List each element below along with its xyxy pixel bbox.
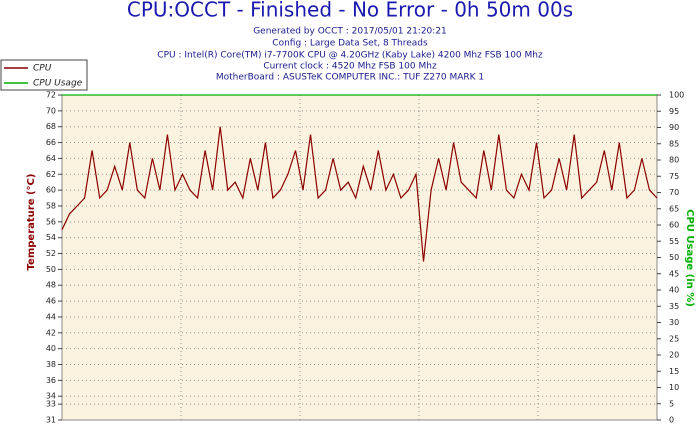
chart-title: CPU:OCCT - Finished - No Error - 0h 50m … <box>127 0 573 22</box>
y-tick-label: 40 <box>46 344 56 353</box>
y-tick-label: 50 <box>46 265 56 274</box>
y2-tick-label: 40 <box>669 286 679 295</box>
subtitle: Config : Large Data Set, 8 Threads <box>272 39 428 49</box>
y2-tick-label: 0 <box>669 416 674 425</box>
y2-tick-label: 45 <box>669 269 679 278</box>
y2-tick-label: 25 <box>669 334 679 343</box>
y-tick-label: 68 <box>46 122 56 131</box>
subtitle: Generated by OCCT : 2017/05/01 21:20:21 <box>253 27 447 37</box>
y2-axis-title: CPU Usage (in %) <box>684 209 695 307</box>
y-tick-label: 54 <box>46 233 56 242</box>
y2-tick-label: 10 <box>669 383 679 392</box>
y2-tick-label: 15 <box>669 367 679 376</box>
y-tick-label: 58 <box>46 201 56 210</box>
y2-tick-label: 75 <box>669 172 679 181</box>
y-tick-label: 52 <box>46 249 56 258</box>
y2-tick-label: 100 <box>669 91 684 100</box>
y-tick-label: 31 <box>46 416 56 425</box>
y-tick-label: 62 <box>46 170 56 179</box>
y2-tick-label: 70 <box>669 188 679 197</box>
subtitle: Current clock : 4520 Mhz FSB 100 Mhz <box>263 62 437 72</box>
legend <box>0 59 88 91</box>
subtitle: CPU : Intel(R) Core(TM) i7-7700K CPU @ 4… <box>157 51 543 61</box>
y2-tick-label: 20 <box>669 351 679 360</box>
y-tick-label: 66 <box>46 138 56 147</box>
y-tick-label: 46 <box>46 297 56 306</box>
legend-label: CPU <box>33 64 52 74</box>
y-tick-label: 33 <box>46 400 56 409</box>
series-line <box>61 126 658 262</box>
y2-tick-label: 35 <box>669 302 679 311</box>
y-tick-label: 72 <box>46 91 56 100</box>
legend-label: CPU Usage <box>33 79 83 89</box>
y-tick-label: 34 <box>46 392 56 401</box>
y-tick-label: 38 <box>46 360 56 369</box>
subtitle: MotherBoard : ASUSTeK COMPUTER INC.: TUF… <box>216 73 484 83</box>
y2-tick-label: 80 <box>669 156 679 165</box>
y2-tick-label: 5 <box>669 399 674 408</box>
plot-area <box>61 94 658 421</box>
y2-tick-label: 60 <box>669 221 679 230</box>
y2-tick-label: 30 <box>669 318 679 327</box>
y2-tick-label: 90 <box>669 123 679 132</box>
y2-tick-label: 85 <box>669 139 679 148</box>
y2-tick-label: 50 <box>669 253 679 262</box>
y-tick-label: 70 <box>46 106 56 115</box>
y-tick-label: 60 <box>46 186 56 195</box>
y-tick-label: 48 <box>46 281 56 290</box>
y-tick-label: 56 <box>46 217 56 226</box>
y-tick-label: 64 <box>46 154 56 163</box>
y-tick-label: 44 <box>46 312 56 321</box>
y2-tick-label: 65 <box>669 204 679 213</box>
y2-tick-label: 55 <box>669 237 679 246</box>
y-axis-title: Temperature (°C) <box>26 174 37 271</box>
y2-tick-label: 95 <box>669 107 679 116</box>
y-tick-label: 36 <box>46 376 56 385</box>
y-tick-label: 42 <box>46 328 56 337</box>
